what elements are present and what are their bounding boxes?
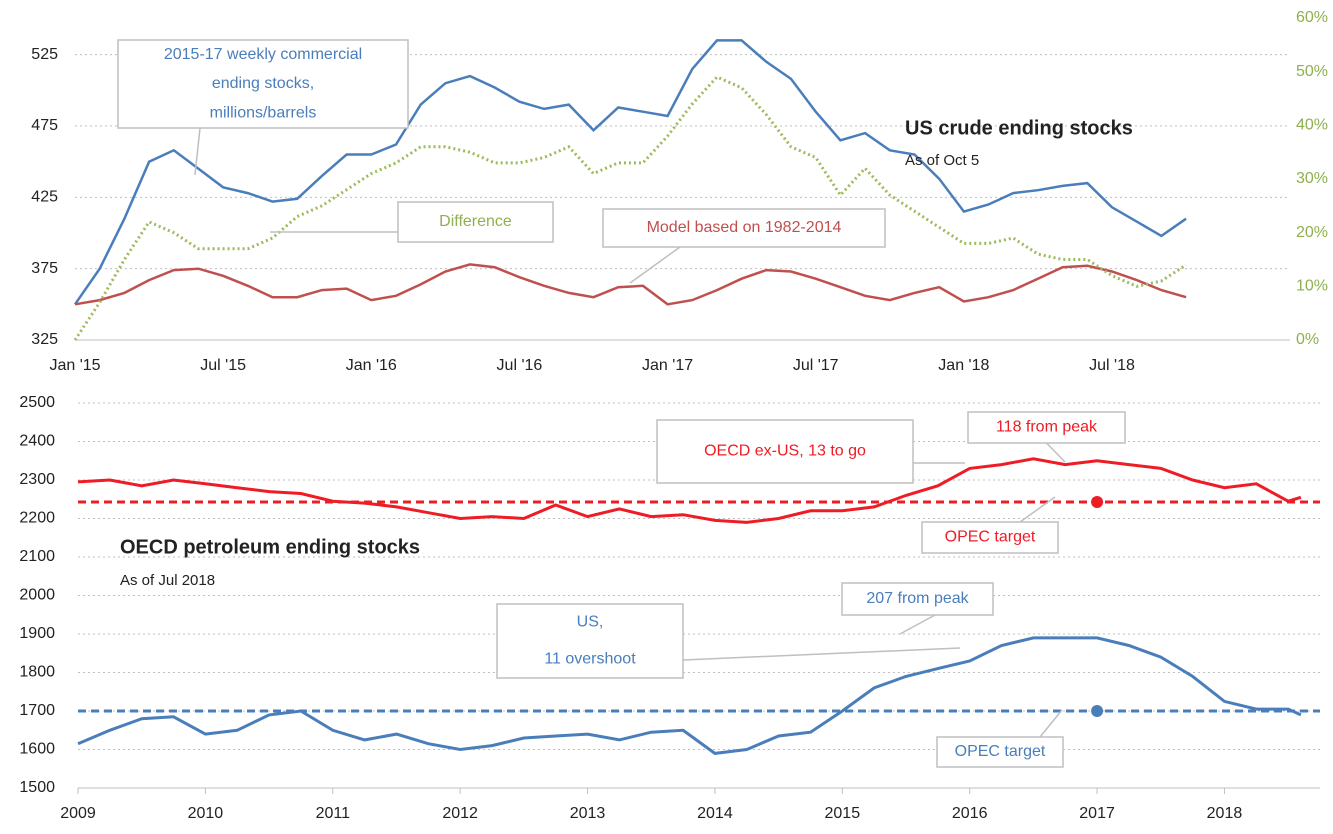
callout-pointer bbox=[1045, 442, 1066, 463]
y-tick-label: 375 bbox=[31, 260, 58, 277]
y-tick-label: 2100 bbox=[19, 548, 55, 565]
x-tick-label: 2009 bbox=[60, 805, 96, 822]
x-tick-label: 2018 bbox=[1207, 805, 1243, 822]
y-tick-label: 1700 bbox=[19, 702, 55, 719]
x-tick-label: Jan '18 bbox=[938, 357, 989, 374]
callout-box bbox=[656, 419, 914, 484]
y-tick-label: 2300 bbox=[19, 471, 55, 488]
y-tick-label: 1800 bbox=[19, 664, 55, 681]
callout-box bbox=[496, 603, 684, 679]
callout-pointer bbox=[1039, 709, 1063, 738]
y-tick-label: 1600 bbox=[19, 741, 55, 758]
callout-pointer bbox=[1019, 496, 1056, 523]
annotation: Model based on 1982-2014 bbox=[647, 219, 842, 236]
annotation: 2015-17 weekly commercial bbox=[164, 46, 362, 63]
x-tick-label: Jan '16 bbox=[346, 357, 397, 374]
x-tick-label: 2013 bbox=[570, 805, 606, 822]
callout-box bbox=[397, 201, 554, 243]
chart-title: OECD petroleum ending stocks bbox=[120, 536, 420, 558]
x-tick-label: 2015 bbox=[825, 805, 861, 822]
target-dot bbox=[1091, 705, 1104, 717]
x-tick-label: 2016 bbox=[952, 805, 988, 822]
y2-tick-label: 60% bbox=[1296, 9, 1328, 26]
data-line bbox=[77, 457, 1302, 524]
data-line bbox=[74, 263, 1187, 306]
y-tick-label: 2500 bbox=[19, 394, 55, 411]
callout-pointer bbox=[629, 246, 681, 284]
annotation: 207 from peak bbox=[866, 590, 969, 607]
data-line bbox=[73, 39, 1187, 306]
x-tick-label: 2010 bbox=[188, 805, 224, 822]
x-tick-label: Jul '16 bbox=[497, 357, 543, 374]
callout-box bbox=[921, 521, 1059, 554]
annotation: ending stocks, bbox=[212, 75, 314, 92]
y-tick-label: 325 bbox=[31, 331, 58, 348]
x-tick-label: Jan '15 bbox=[49, 357, 100, 374]
y-tick-label: 1500 bbox=[19, 779, 55, 796]
y2-tick-label: 20% bbox=[1296, 224, 1328, 241]
data-line bbox=[73, 75, 1187, 341]
y-tick-label: 525 bbox=[31, 46, 58, 63]
annotation: OECD ex-US, 13 to go bbox=[704, 443, 866, 460]
callout-box bbox=[967, 411, 1126, 444]
x-tick-label: Jul '18 bbox=[1089, 357, 1135, 374]
annotation: OPEC target bbox=[955, 743, 1046, 760]
y2-tick-label: 0% bbox=[1296, 331, 1319, 348]
y-tick-label: 1900 bbox=[19, 625, 55, 642]
x-tick-label: 2011 bbox=[316, 805, 351, 822]
annotation: 118 from peak bbox=[996, 419, 1098, 436]
chart-subtitle: As of Oct 5 bbox=[905, 152, 979, 169]
callout-pointer bbox=[899, 614, 936, 635]
x-tick-label: 2012 bbox=[442, 805, 478, 822]
annotation: 11 overshoot bbox=[544, 651, 636, 668]
callout-pointer bbox=[194, 127, 201, 176]
annotation: millions/barrels bbox=[210, 105, 317, 122]
x-tick-label: Jan '17 bbox=[642, 357, 693, 374]
x-tick-label: Jul '17 bbox=[793, 357, 839, 374]
annotation: Difference bbox=[439, 213, 512, 230]
x-tick-label: 2014 bbox=[697, 805, 733, 822]
data-line bbox=[77, 636, 1302, 755]
callout-box bbox=[841, 582, 994, 616]
y-tick-label: 2400 bbox=[19, 433, 55, 450]
y-tick-label: 425 bbox=[31, 189, 58, 206]
chart-subtitle: As of Jul 2018 bbox=[120, 572, 215, 589]
annotation: OPEC target bbox=[945, 529, 1036, 546]
y-tick-label: 2200 bbox=[19, 510, 55, 527]
target-dot bbox=[1091, 495, 1104, 508]
y2-tick-label: 40% bbox=[1296, 117, 1328, 134]
y2-tick-label: 30% bbox=[1296, 170, 1328, 187]
callout-box bbox=[602, 208, 886, 248]
annotation: US, bbox=[577, 614, 604, 631]
callout-box bbox=[936, 736, 1064, 768]
y-tick-label: 2000 bbox=[19, 587, 55, 604]
y2-tick-label: 10% bbox=[1296, 278, 1328, 295]
y-tick-label: 475 bbox=[31, 117, 58, 134]
chart-title: US crude ending stocks bbox=[905, 117, 1133, 139]
x-tick-label: 2017 bbox=[1079, 805, 1115, 822]
x-tick-label: Jul '15 bbox=[200, 357, 246, 374]
callout-box bbox=[117, 39, 409, 129]
callout-pointer bbox=[682, 647, 961, 661]
y2-tick-label: 50% bbox=[1296, 63, 1328, 80]
